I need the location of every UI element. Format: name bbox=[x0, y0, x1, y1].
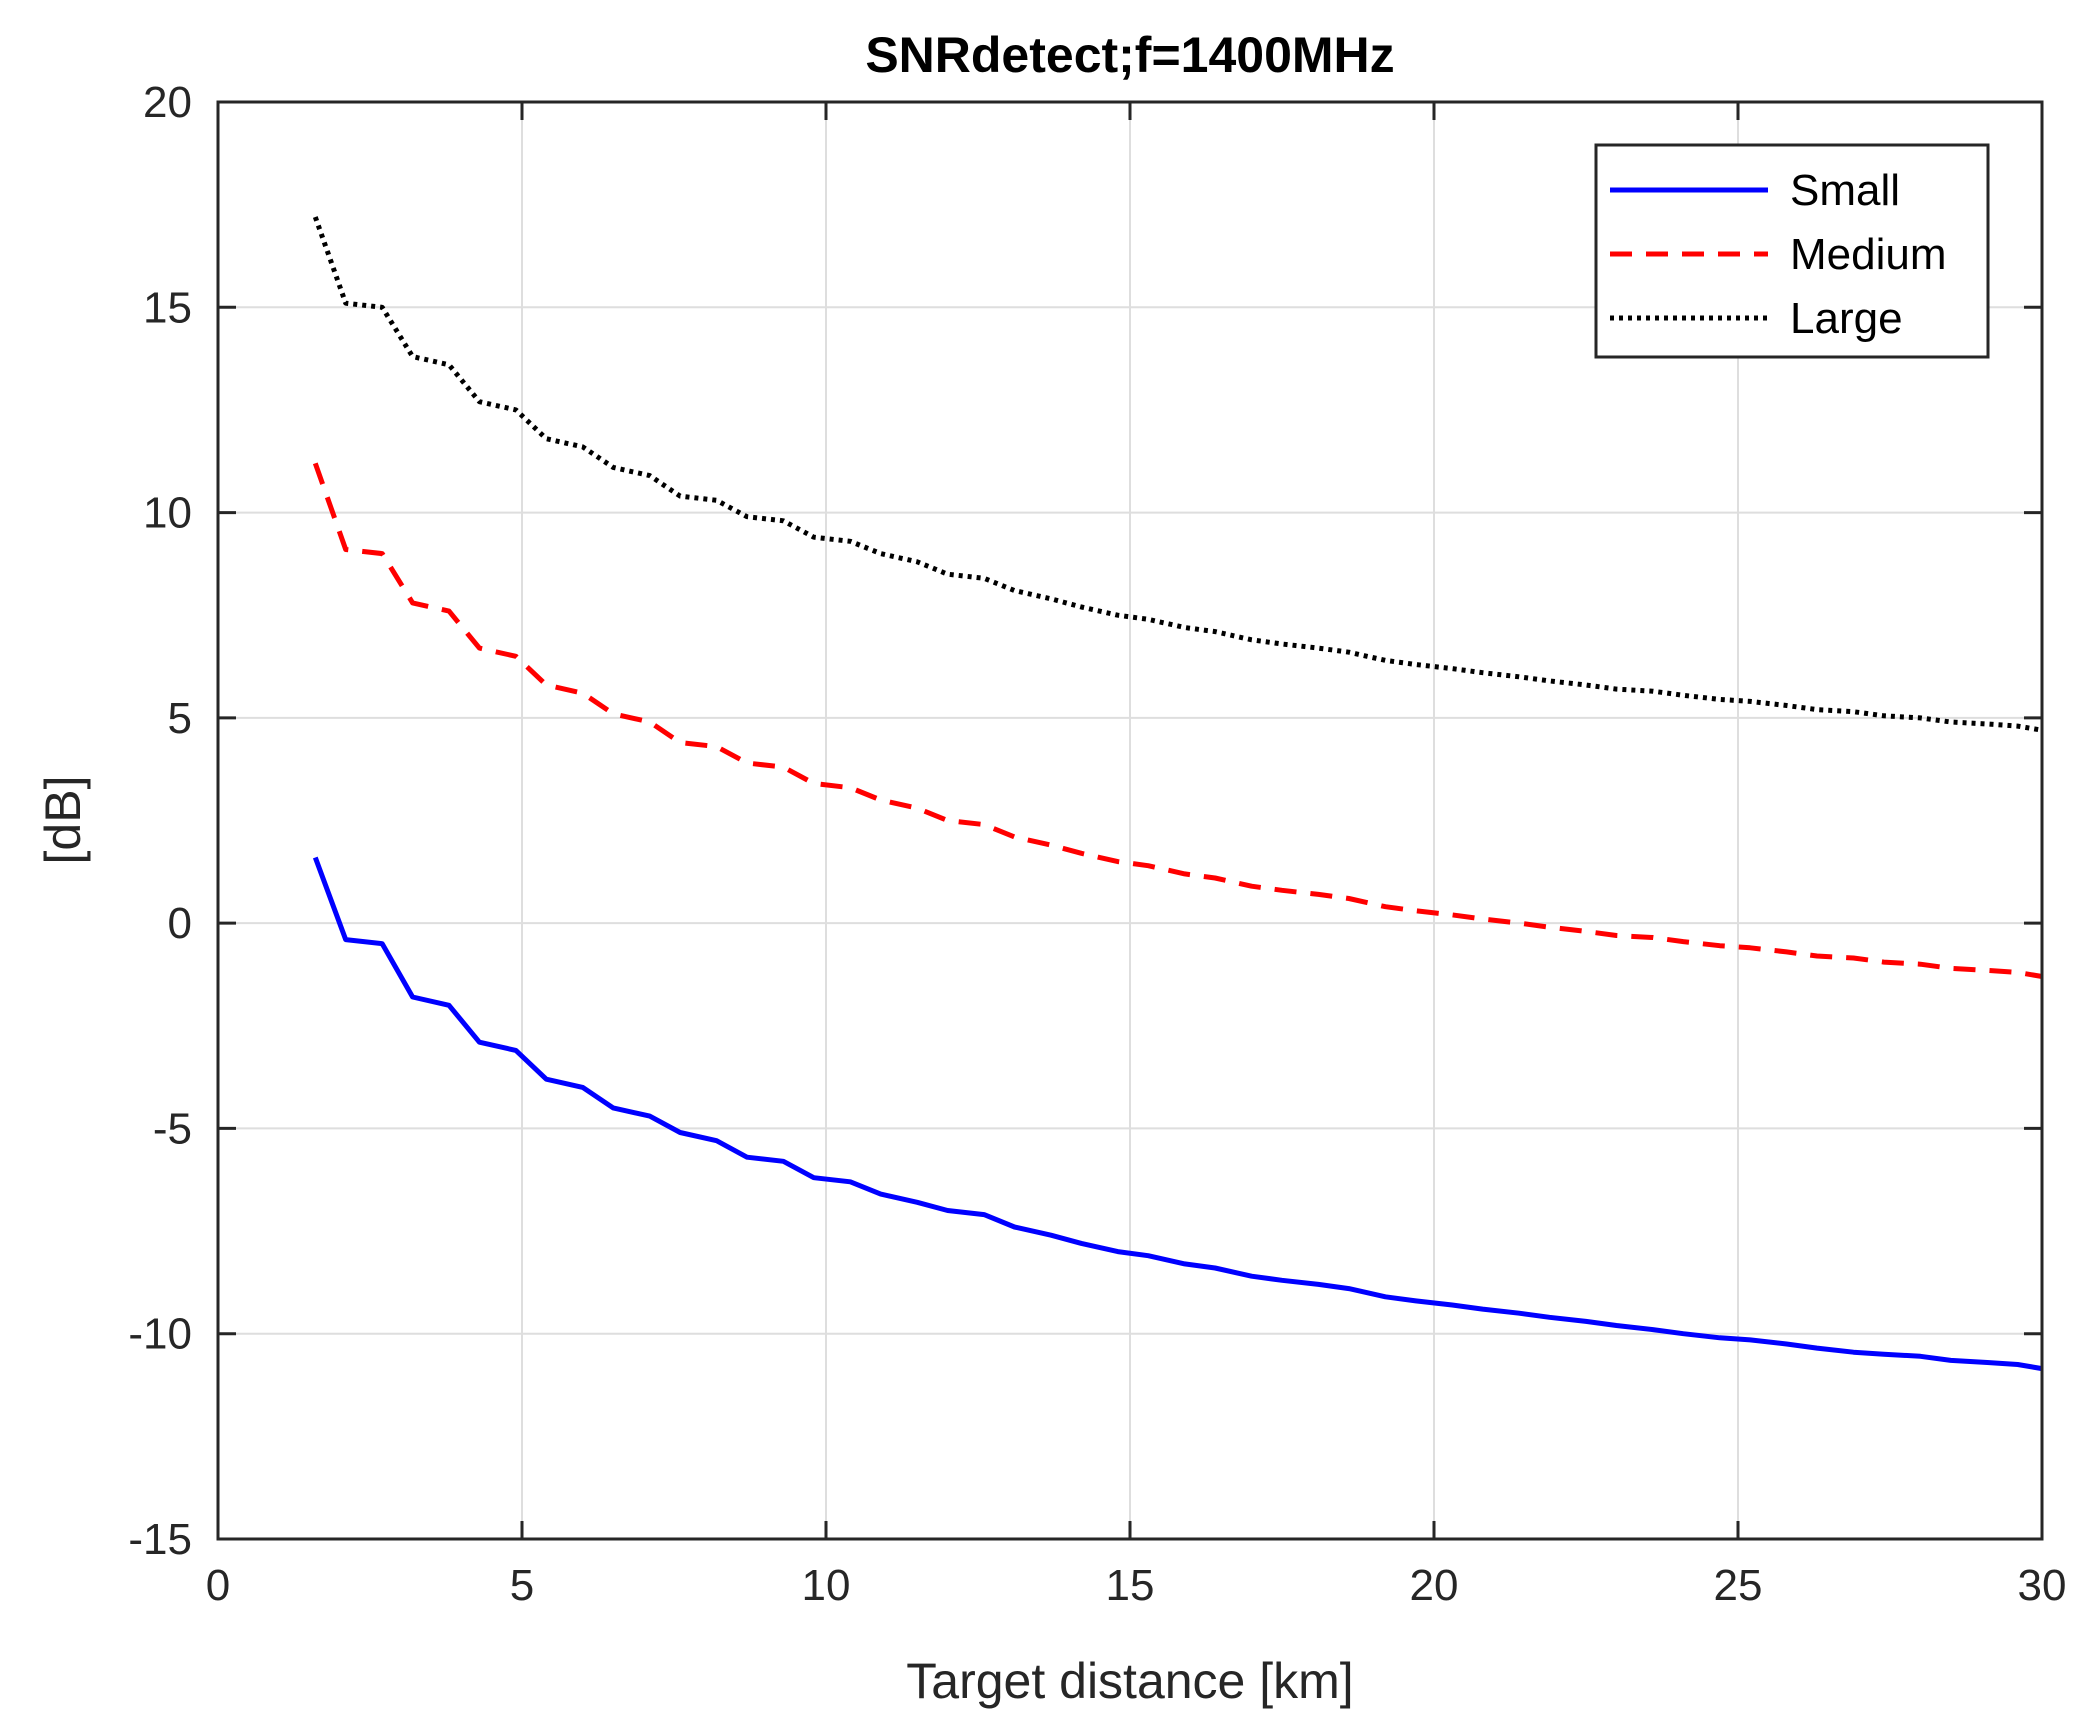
chart-title: SNRdetect;f=1400MHz bbox=[865, 27, 1394, 83]
y-tick-label: 10 bbox=[143, 489, 192, 538]
y-tick-label: -5 bbox=[153, 1104, 192, 1153]
legend-label-large: Large bbox=[1790, 294, 1903, 343]
axis-ticks bbox=[216, 100, 2044, 1541]
y-tick-label: 15 bbox=[143, 283, 192, 332]
legend-label-small: Small bbox=[1790, 166, 1900, 215]
legend: Small Medium Large bbox=[1594, 143, 1990, 359]
y-tick-label: 0 bbox=[168, 899, 192, 948]
legend-label-medium: Medium bbox=[1790, 230, 1947, 279]
y-tick-label: 5 bbox=[168, 694, 192, 743]
y-axis-label: [dB] bbox=[35, 776, 91, 865]
series-line-small bbox=[312, 856, 2043, 1372]
x-tick-label: 30 bbox=[2018, 1561, 2067, 1610]
x-tick-label: 20 bbox=[1410, 1561, 1459, 1610]
x-tick-labels: 0 5 10 15 20 25 30 bbox=[206, 1561, 2067, 1610]
y-tick-labels: -15 -10 -5 0 5 10 15 20 bbox=[128, 78, 192, 1564]
x-tick-label: 10 bbox=[802, 1561, 851, 1610]
y-tick-label: 20 bbox=[143, 78, 192, 127]
x-tick-label: 0 bbox=[206, 1561, 230, 1610]
series-line-medium bbox=[312, 462, 2043, 979]
x-axis-label: Target distance [km] bbox=[906, 1653, 1353, 1709]
x-tick-label: 25 bbox=[1714, 1561, 1763, 1610]
y-tick-label: -10 bbox=[128, 1310, 192, 1359]
legend-box bbox=[1594, 143, 1990, 359]
series-lines bbox=[312, 216, 2043, 1372]
x-tick-label: 15 bbox=[1106, 1561, 1155, 1610]
x-tick-label: 5 bbox=[510, 1561, 534, 1610]
y-tick-label: -15 bbox=[128, 1515, 192, 1564]
